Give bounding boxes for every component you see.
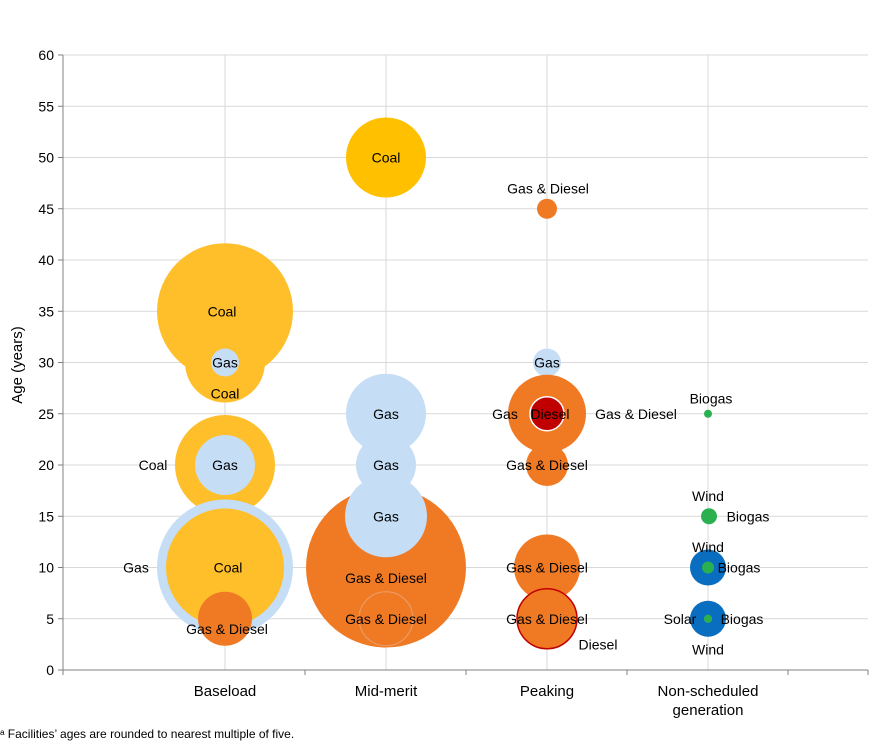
bubble-biogas	[704, 614, 712, 623]
bubble-gas	[211, 348, 239, 377]
x-category-label: Baseload	[194, 683, 257, 700]
bubble-gas	[195, 435, 255, 495]
bubble-label: Gas	[534, 355, 560, 371]
bubble-label: Biogas	[718, 560, 761, 576]
axis-layer: 0 5 10 15 20 25 30 35 40 45 50 55 60 Baseload Mid-meri…	[38, 47, 869, 719]
bubble-coal	[166, 508, 284, 627]
bubble-label: Gas	[373, 406, 399, 422]
bubble-label: Coal	[372, 150, 401, 166]
bubble-biogas	[702, 561, 714, 574]
bubble-gas	[345, 475, 427, 558]
bubble-label: Wind	[692, 642, 724, 658]
bubble-label: Coal	[139, 457, 168, 473]
bubble-label: Gas & Diesel	[507, 180, 589, 196]
bubble-label: Biogas	[721, 611, 764, 627]
bubble-label: Gas & Diesel	[345, 611, 427, 627]
bubble-biogas	[704, 409, 712, 418]
bubble-gas	[533, 348, 561, 377]
y-tick-label: 30	[38, 355, 54, 371]
bubble-label: Gas & Diesel	[506, 611, 588, 627]
y-tick-label: 15	[38, 508, 54, 524]
bubble-label: Gas	[373, 457, 399, 473]
bubble-gas	[346, 373, 426, 454]
y-tick-label: 5	[46, 611, 54, 627]
bubble-gas-diesel	[358, 591, 414, 647]
bubble-label: Gas & Diesel	[506, 457, 588, 473]
bubble-diesel	[529, 396, 565, 432]
bubble-label: Gas & Diesel	[506, 560, 588, 576]
bubble-gas-diesel	[198, 591, 252, 646]
bubble-gas-diesel	[306, 487, 466, 648]
y-tick-label: 25	[38, 406, 54, 422]
bubble-layer	[157, 117, 726, 650]
bubble-diesel	[516, 588, 578, 650]
bubble-label: Solar	[664, 611, 697, 627]
bubble-label: Coal	[214, 560, 243, 576]
y-tick-label: 45	[38, 201, 54, 217]
bubble-label: Diesel	[531, 406, 570, 422]
bubble-chart: Coal Gas Coal Coal Gas Gas Coal Gas & Diesel Coa…	[9, 47, 869, 719]
bubble-gas-diesel	[526, 444, 568, 486]
bubble-label: Gas	[492, 406, 518, 422]
bubble-label: Gas	[373, 508, 399, 524]
y-tick-label: 50	[38, 150, 54, 166]
y-axis-title: Age (years)	[9, 326, 26, 404]
label-layer: Coal Gas Coal Coal Gas Gas Coal Gas & Diesel Coa…	[123, 150, 769, 658]
y-tick-label: 35	[38, 303, 54, 319]
y-tick-label: 0	[46, 662, 54, 678]
bubble-label: Diesel	[579, 636, 618, 652]
bubble-label: Gas	[212, 457, 238, 473]
bubble-label: Gas	[212, 355, 238, 371]
x-category-label: Non-scheduled	[658, 683, 759, 700]
chart-svg: Coal Gas Coal Coal Gas Gas Coal Gas & Diesel Coa…	[9, 47, 869, 719]
footnote: ᵃ Facilities’ ages are rounded to neares…	[0, 727, 295, 741]
bubble-label: Gas & Diesel	[186, 621, 268, 637]
y-tick-label: 20	[38, 457, 54, 473]
y-tick-label: 60	[38, 47, 54, 63]
bubble-label: Gas & Diesel	[595, 406, 677, 422]
x-category-label: Mid-merit	[355, 683, 418, 700]
x-category-label: generation	[673, 702, 744, 719]
bubble-label: Biogas	[727, 508, 770, 524]
bubble-gas-diesel	[537, 198, 557, 219]
bubble-label: Wind	[692, 488, 724, 504]
y-tick-label: 55	[38, 98, 54, 114]
bubble-label: Coal	[208, 303, 237, 319]
bubble-coal	[346, 117, 426, 198]
bubble-wind	[701, 508, 717, 525]
bubble-label: Biogas	[690, 390, 733, 406]
x-category-label: Peaking	[520, 683, 574, 700]
bubble-label: Coal	[211, 385, 240, 401]
bubble-gas-diesel	[514, 534, 580, 601]
y-tick-label: 10	[38, 560, 54, 576]
bubble-label: Gas & Diesel	[345, 570, 427, 586]
bubble-label: Wind	[692, 539, 724, 555]
bubble-label: Gas	[123, 560, 149, 576]
y-tick-label: 40	[38, 252, 54, 268]
